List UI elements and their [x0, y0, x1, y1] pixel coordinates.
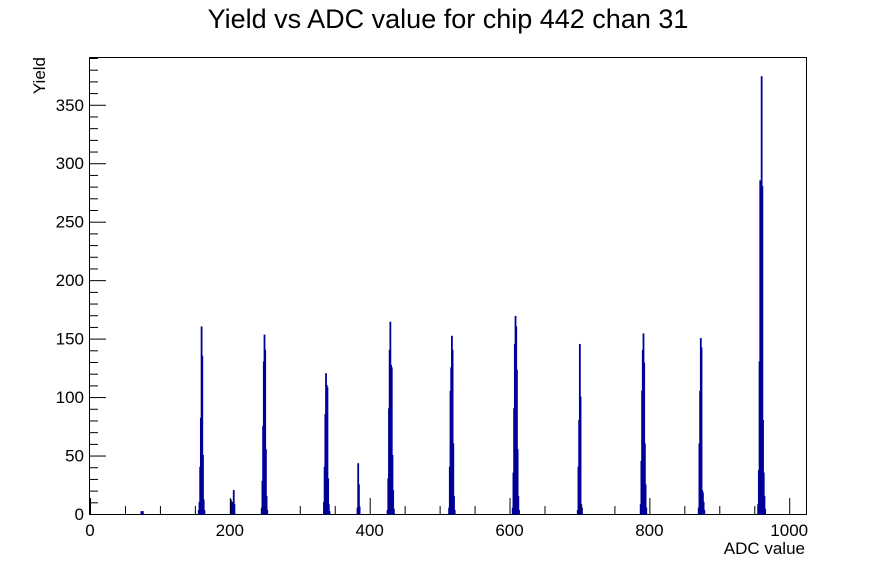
- x-axis-label: ADC value: [724, 539, 805, 558]
- x-tick-label: 400: [356, 521, 384, 540]
- histogram-bar: [703, 509, 706, 515]
- y-tick-label: 0: [75, 505, 84, 524]
- x-tick-label: 1000: [770, 521, 808, 540]
- histogram-bar: [581, 507, 583, 515]
- bars-layer: [140, 76, 767, 515]
- histogram-bar: [140, 511, 143, 515]
- histogram-bar: [231, 501, 234, 515]
- histogram-bar: [518, 509, 520, 515]
- x-tick-label: 800: [635, 521, 663, 540]
- y-tick-label: 250: [56, 213, 84, 232]
- histogram-bar: [233, 504, 236, 515]
- y-tick-label: 50: [65, 447, 84, 466]
- plot-frame: [89, 57, 807, 515]
- y-axis-label: Yield: [30, 57, 49, 94]
- y-tick-label: 300: [56, 154, 84, 173]
- y-tick-label: 200: [56, 271, 84, 290]
- y-tick-label: 100: [56, 388, 84, 407]
- histogram-bar: [700, 347, 703, 515]
- histogram-bar: [358, 506, 361, 515]
- histogram-bar: [266, 509, 269, 515]
- x-tick-label: 600: [495, 521, 523, 540]
- histogram-bar: [453, 509, 456, 515]
- histogram-bar: [579, 396, 582, 515]
- y-axis: 0 50 100 150 200 250 300 350: [56, 58, 106, 524]
- histogram-bar: [328, 511, 331, 515]
- y-tick-label: 150: [56, 330, 84, 349]
- chart-title: Yield vs ADC value for chip 442 chan 31: [208, 4, 689, 34]
- histogram-bar: [645, 507, 648, 515]
- y-tick-label: 350: [56, 96, 84, 115]
- histogram-bar: [141, 511, 144, 515]
- x-tick-label: 200: [216, 521, 244, 540]
- x-axis: 0 200 400 600 800 1000: [85, 498, 808, 540]
- x-tick-label: 0: [85, 521, 94, 540]
- histogram-bar: [764, 508, 767, 515]
- histogram-bar: [392, 508, 395, 515]
- histogram-bar: [203, 509, 206, 515]
